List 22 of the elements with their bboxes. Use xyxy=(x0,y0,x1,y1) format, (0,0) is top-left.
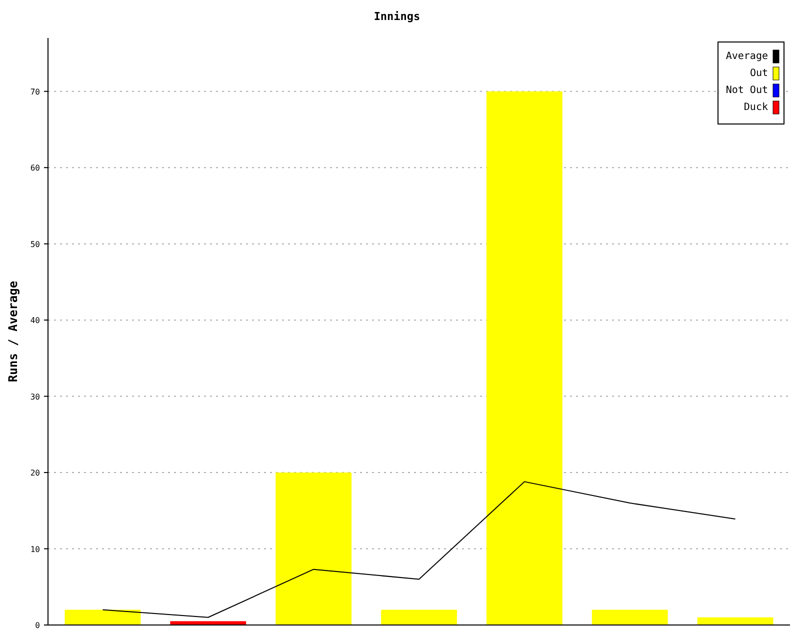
y-tick-label: 40 xyxy=(30,316,40,326)
legend-label: Out xyxy=(750,68,768,79)
legend-label: Not Out xyxy=(726,85,768,96)
bar xyxy=(592,610,668,625)
y-tick-label: 10 xyxy=(30,544,40,554)
bar xyxy=(486,91,562,625)
bar xyxy=(170,621,246,625)
y-tick-label: 70 xyxy=(30,87,40,96)
y-tick-label: 30 xyxy=(30,392,40,402)
y-tick-label: 20 xyxy=(30,468,40,478)
bar xyxy=(64,610,141,625)
y-axis-title: Runs / Average xyxy=(6,280,20,382)
bar xyxy=(381,610,457,625)
bar xyxy=(276,472,352,625)
line-series xyxy=(102,481,736,618)
bar xyxy=(697,617,774,625)
y-tick-label: 60 xyxy=(30,164,40,173)
chart-title: Innings xyxy=(374,10,420,23)
legend-label: Duck xyxy=(744,102,768,113)
y-tick-label: 0 xyxy=(35,621,40,630)
y-tick-label: 50 xyxy=(30,240,40,249)
legend-label: Average xyxy=(726,51,768,62)
